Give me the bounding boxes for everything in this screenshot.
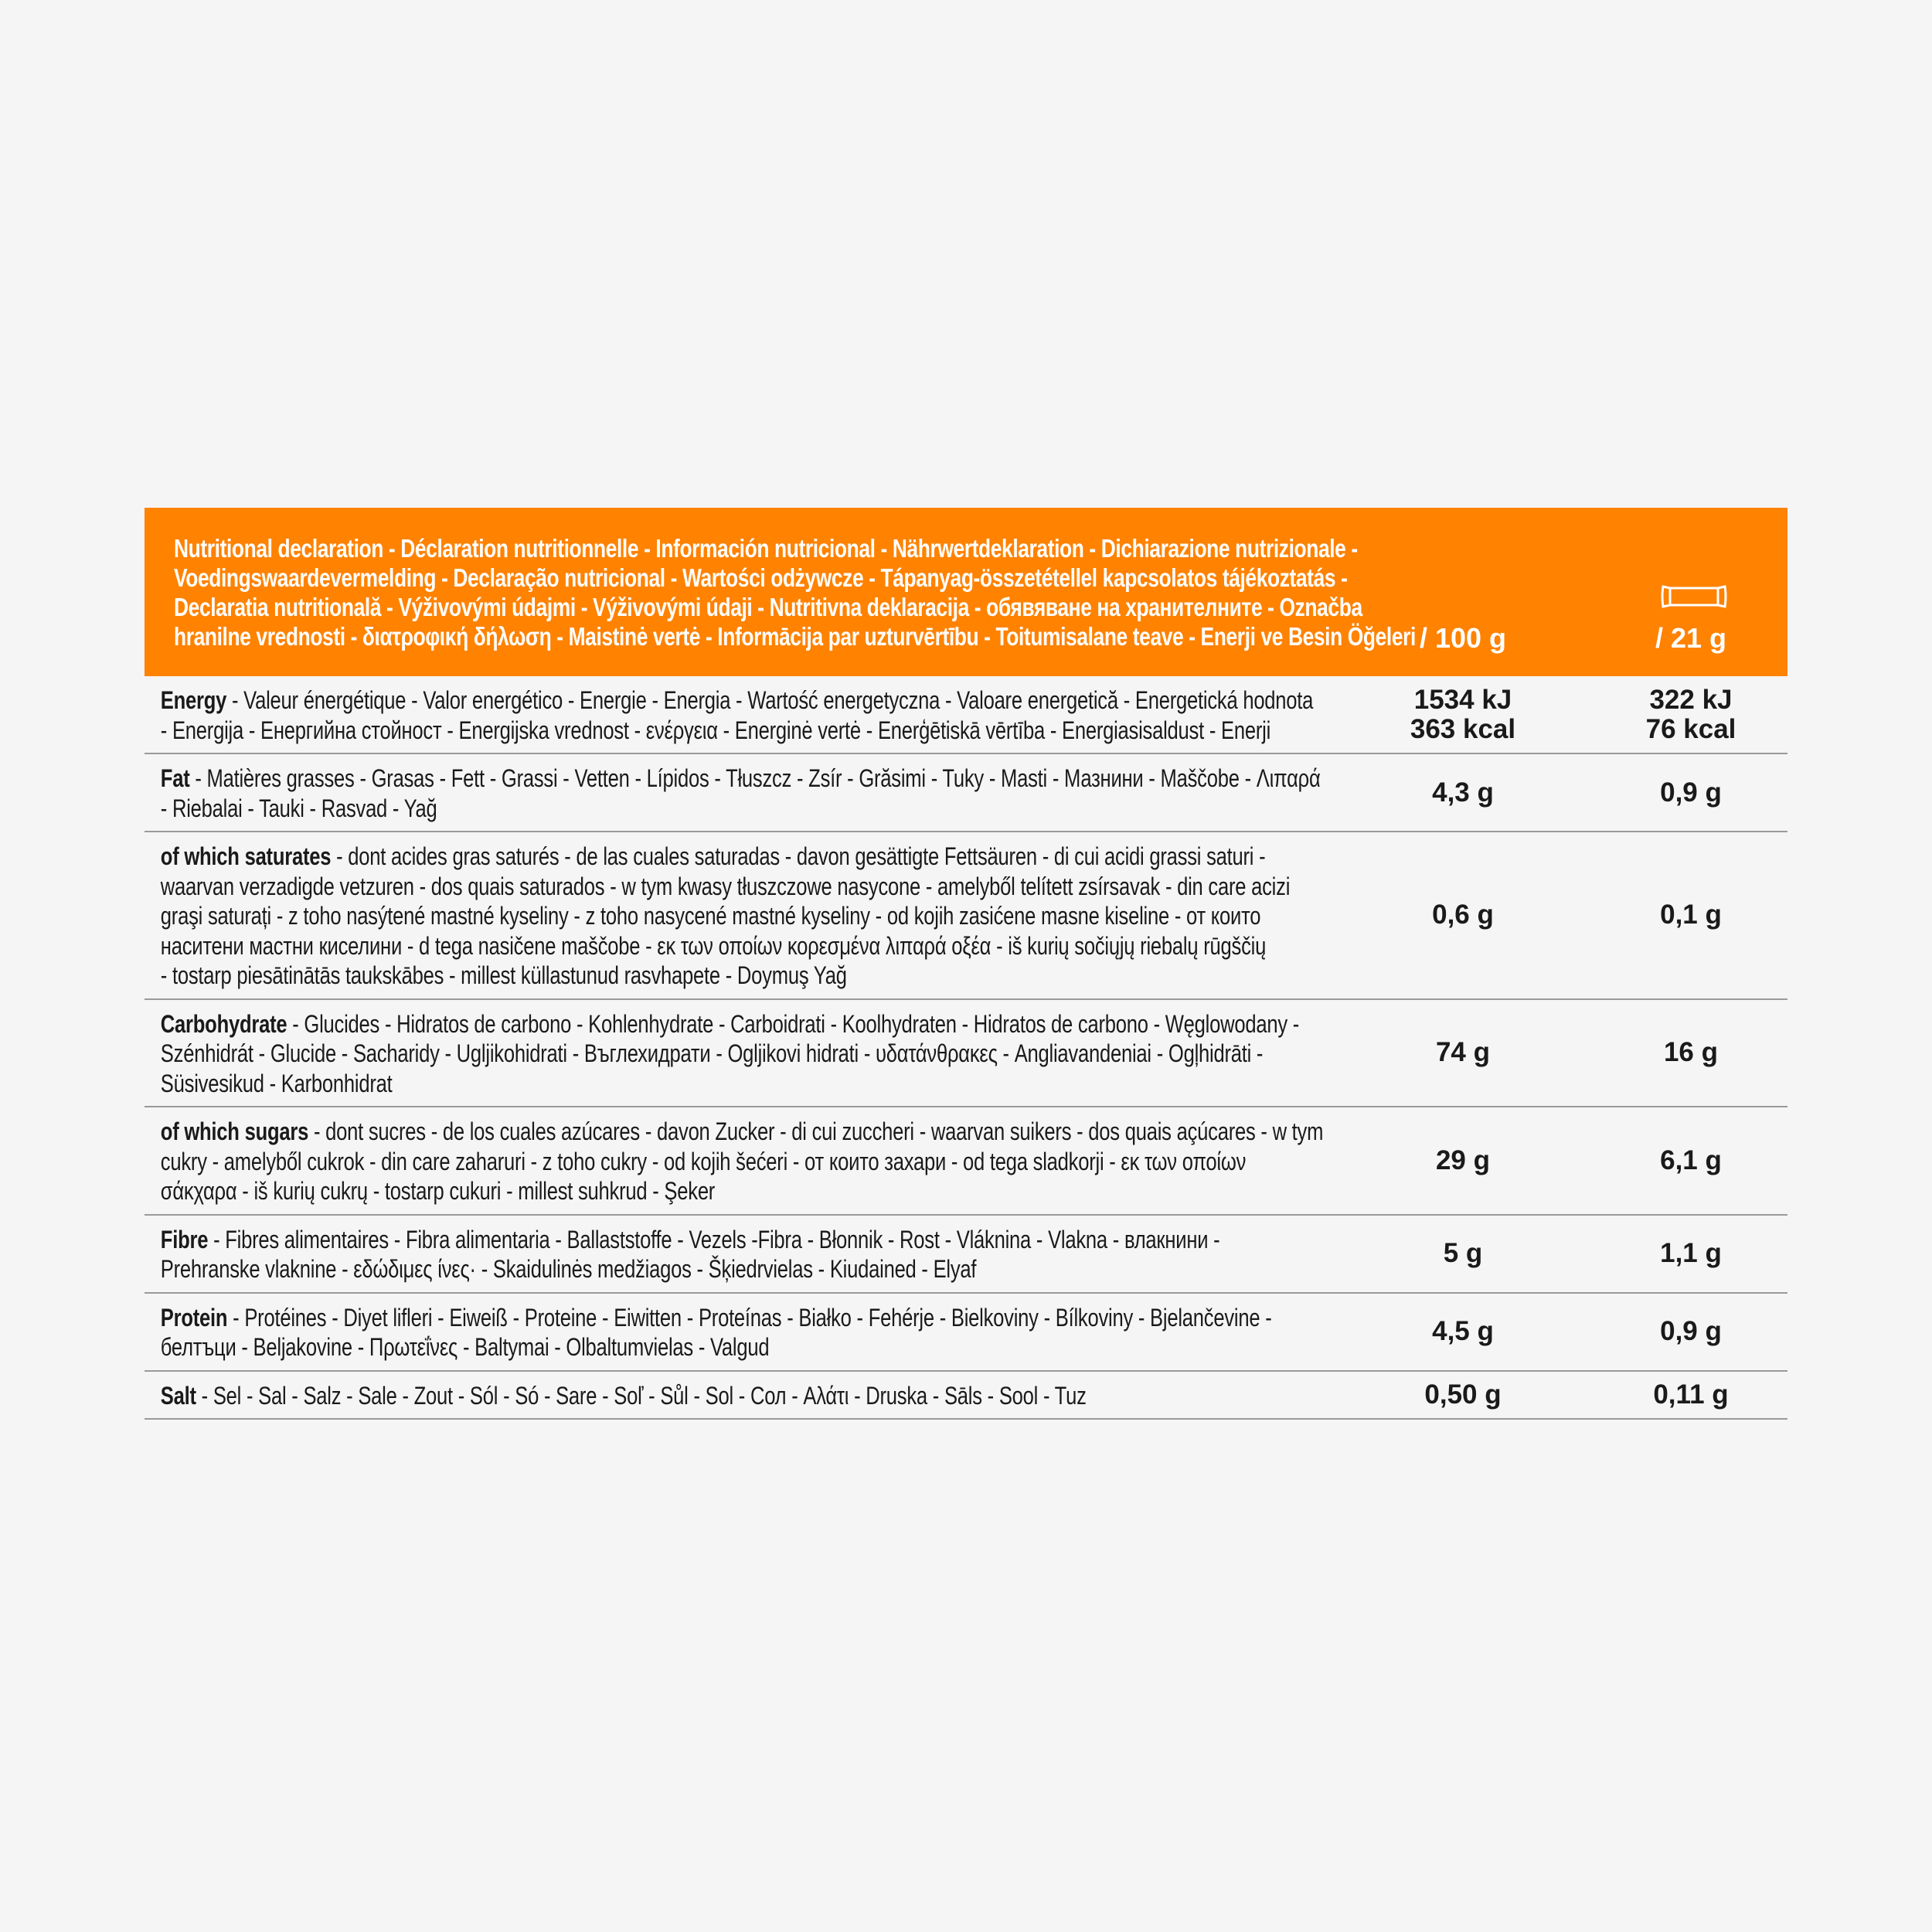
nutrient-description: Energy - Valeur énergétique - Valor ener… xyxy=(160,686,1314,744)
per-100g-value: 0,6 g xyxy=(1432,900,1494,930)
nutrient-description: Carbohydrate - Glucides - Hidratos de ca… xyxy=(160,1009,1300,1097)
nutrient-name: Salt xyxy=(160,1381,196,1410)
per-portion-value: 0,11 g xyxy=(1653,1379,1729,1410)
nutrient-description: Fibre - Fibres alimentaires - Fibra alim… xyxy=(160,1225,1220,1284)
nutrient-name: of which saturates xyxy=(160,842,332,870)
nutrient-name: Carbohydrate xyxy=(160,1009,287,1038)
nutrient-description: of which saturates - dont acides gras sa… xyxy=(160,842,1291,989)
per-100g-value: 0,50 g xyxy=(1424,1379,1502,1410)
per-portion-value: 0,9 g xyxy=(1660,1316,1722,1346)
nutrient-name: Energy xyxy=(160,686,227,714)
header-title: Nutritional declaration - Déclaration nu… xyxy=(174,534,1416,651)
table-row: of which saturates - dont acides gras sa… xyxy=(145,832,1787,1000)
table-row: Protein - Protéines - Diyet lifleri - Ei… xyxy=(145,1294,1787,1372)
per-portion-value: 322 kJ 76 kcal xyxy=(1645,684,1736,744)
table-row: Energy - Valeur énergétique - Valor ener… xyxy=(145,676,1787,754)
nutrient-description: of which sugars - dont sucres - de los c… xyxy=(160,1117,1324,1205)
snack-bar-icon xyxy=(1661,585,1727,608)
table-row: Salt - Sel - Sal - Salz - Sale - Zout - … xyxy=(145,1372,1787,1420)
nutrient-description: Fat - Matières grasses - Grasas - Fett -… xyxy=(160,764,1321,822)
nutrition-table: Nutritional declaration - Déclaration nu… xyxy=(145,508,1787,1420)
per-100g-value: 5 g xyxy=(1443,1238,1483,1268)
nutrient-name: Fibre xyxy=(160,1225,209,1253)
nutrient-description: Protein - Protéines - Diyet lifleri - Ei… xyxy=(160,1303,1272,1362)
nutrient-name: of which sugars xyxy=(160,1117,309,1145)
per-100g-value: 29 g xyxy=(1435,1145,1491,1175)
per-portion-value: 0,9 g xyxy=(1660,777,1722,808)
per-100g-value: 4,5 g xyxy=(1432,1316,1494,1346)
per-portion-header: / 21 g xyxy=(1655,622,1727,654)
per-portion-value: 0,1 g xyxy=(1660,900,1722,930)
per-100g-header: / 100 g xyxy=(1419,622,1507,654)
table-row: of which sugars - dont sucres - de los c… xyxy=(145,1107,1787,1216)
table-row: Carbohydrate - Glucides - Hidratos de ca… xyxy=(145,1000,1787,1107)
nutrient-description: Salt - Sel - Sal - Salz - Sale - Zout - … xyxy=(160,1381,1087,1410)
table-row: Fibre - Fibres alimentaires - Fibra alim… xyxy=(145,1216,1787,1294)
nutrient-name: Protein xyxy=(160,1303,228,1332)
per-portion-value: 16 g xyxy=(1663,1037,1719,1068)
per-portion-value: 6,1 g xyxy=(1660,1145,1722,1175)
nutrient-name: Fat xyxy=(160,764,190,792)
table-header: Nutritional declaration - Déclaration nu… xyxy=(145,508,1787,676)
per-portion-value: 1,1 g xyxy=(1660,1238,1722,1268)
per-100g-value: 74 g xyxy=(1435,1037,1491,1068)
per-100g-value: 4,3 g xyxy=(1432,777,1494,808)
per-100g-value: 1534 kJ 363 kcal xyxy=(1410,684,1516,744)
table-row: Fat - Matières grasses - Grasas - Fett -… xyxy=(145,754,1787,832)
